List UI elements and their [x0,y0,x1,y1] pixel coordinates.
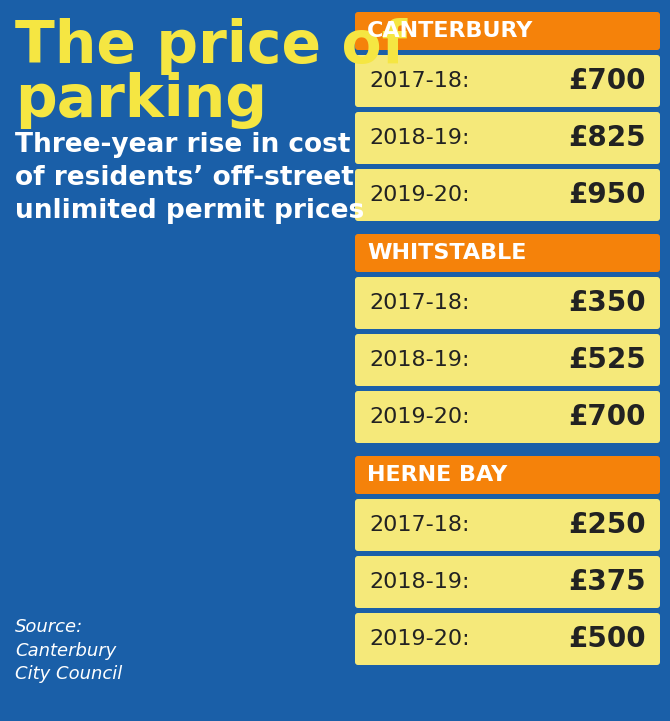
FancyBboxPatch shape [355,277,660,329]
Text: HERNE BAY: HERNE BAY [367,465,507,485]
Text: 2017-18:: 2017-18: [369,515,470,535]
Text: Three-year rise in cost
of residents’ off-street
unlimited permit prices: Three-year rise in cost of residents’ of… [15,132,364,224]
Text: £500: £500 [568,625,646,653]
Text: 2019-20:: 2019-20: [369,407,470,427]
Text: The price of: The price of [15,18,407,75]
Text: £700: £700 [569,67,646,95]
Text: WHITSTABLE: WHITSTABLE [367,243,527,263]
Text: CANTERBURY: CANTERBURY [367,21,533,41]
Text: 2018-19:: 2018-19: [369,350,470,370]
Text: Source:
Canterbury
City Council: Source: Canterbury City Council [15,618,122,684]
Text: £525: £525 [568,346,646,374]
Text: 2018-19:: 2018-19: [369,128,470,148]
FancyBboxPatch shape [355,234,660,272]
Text: £700: £700 [569,403,646,431]
Text: £250: £250 [568,511,646,539]
Text: 2018-19:: 2018-19: [369,572,470,592]
Text: 2019-20:: 2019-20: [369,185,470,205]
FancyBboxPatch shape [355,556,660,608]
FancyBboxPatch shape [355,499,660,551]
FancyBboxPatch shape [355,391,660,443]
Text: £825: £825 [568,124,646,152]
Text: £350: £350 [568,289,646,317]
FancyBboxPatch shape [355,456,660,494]
Text: £950: £950 [569,181,646,209]
Text: 2017-18:: 2017-18: [369,293,470,313]
Text: parking: parking [15,72,267,129]
FancyBboxPatch shape [355,613,660,665]
FancyBboxPatch shape [355,112,660,164]
Text: 2017-18:: 2017-18: [369,71,470,91]
Text: 2019-20:: 2019-20: [369,629,470,649]
Text: £375: £375 [568,568,646,596]
FancyBboxPatch shape [355,55,660,107]
FancyBboxPatch shape [355,169,660,221]
FancyBboxPatch shape [355,334,660,386]
FancyBboxPatch shape [355,12,660,50]
